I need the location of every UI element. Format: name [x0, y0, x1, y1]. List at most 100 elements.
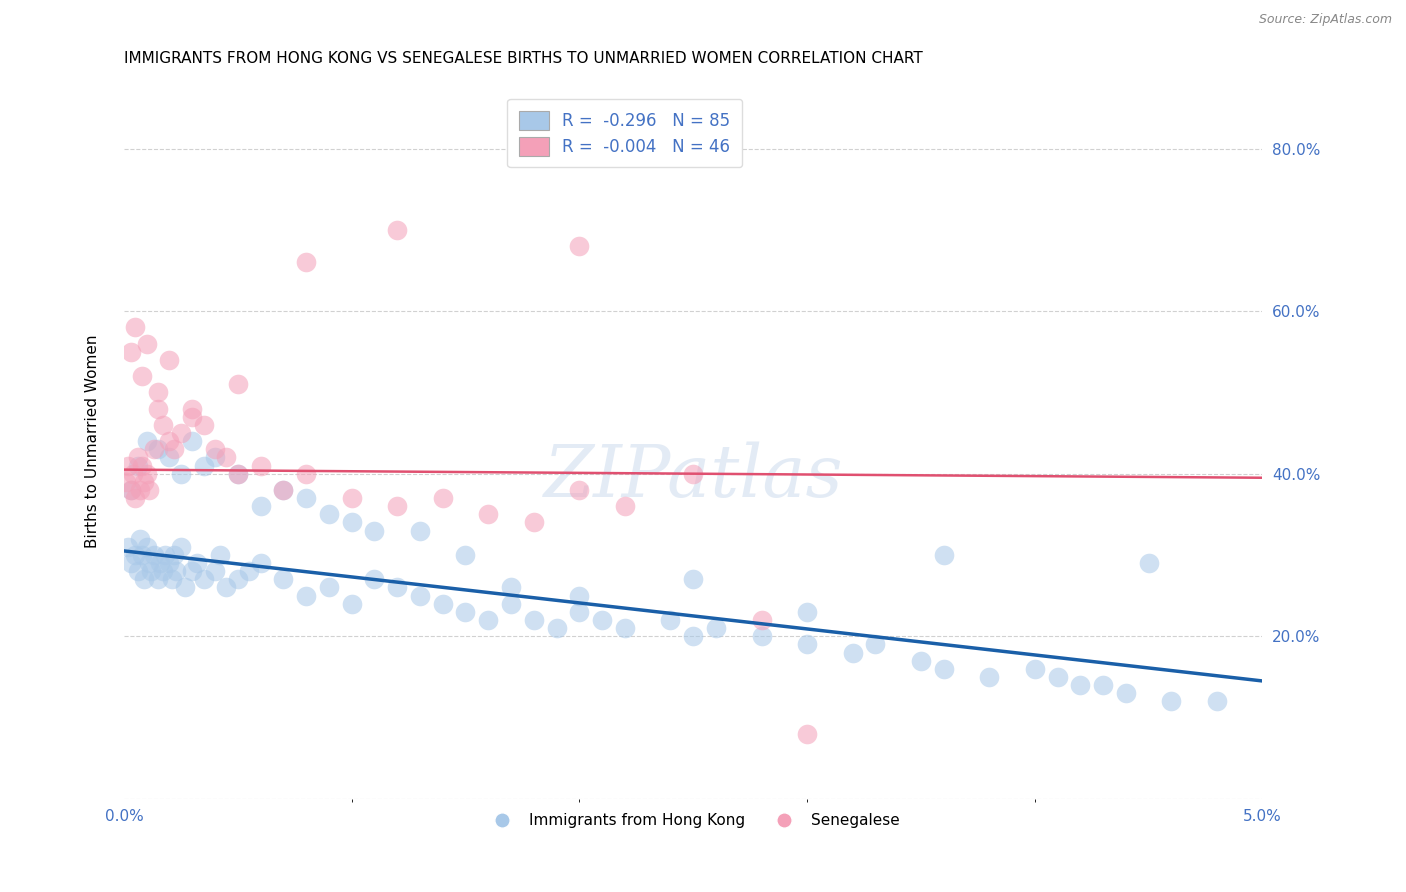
Point	[163, 442, 186, 457]
Point	[134, 475, 156, 489]
Point	[226, 467, 249, 481]
Point	[226, 573, 249, 587]
Point	[932, 548, 955, 562]
Point	[249, 458, 271, 473]
Point	[1046, 670, 1069, 684]
Point	[138, 556, 160, 570]
Point	[146, 401, 169, 416]
Point	[170, 540, 193, 554]
Point	[1160, 694, 1182, 708]
Point	[146, 442, 169, 457]
Point	[841, 646, 863, 660]
Point	[613, 499, 636, 513]
Text: ZIPatlas: ZIPatlas	[543, 442, 844, 512]
Point	[273, 573, 295, 587]
Point	[659, 613, 682, 627]
Point	[142, 548, 165, 562]
Point	[165, 564, 187, 578]
Point	[613, 621, 636, 635]
Point	[120, 483, 142, 497]
Point	[135, 467, 157, 481]
Point	[170, 425, 193, 440]
Point	[215, 581, 238, 595]
Point	[226, 467, 249, 481]
Point	[226, 377, 249, 392]
Point	[1137, 556, 1160, 570]
Point	[295, 467, 318, 481]
Point	[193, 573, 215, 587]
Point	[591, 613, 613, 627]
Point	[979, 670, 1001, 684]
Point	[159, 352, 181, 367]
Point	[159, 450, 181, 465]
Point	[932, 662, 955, 676]
Point	[273, 483, 295, 497]
Point	[477, 613, 499, 627]
Point	[174, 581, 197, 595]
Point	[135, 336, 157, 351]
Point	[1024, 662, 1046, 676]
Point	[568, 605, 591, 619]
Point	[181, 434, 204, 449]
Point	[751, 613, 773, 627]
Point	[295, 255, 318, 269]
Point	[193, 458, 215, 473]
Point	[682, 573, 704, 587]
Point	[295, 589, 318, 603]
Point	[128, 483, 150, 497]
Point	[120, 483, 142, 497]
Point	[238, 564, 260, 578]
Point	[170, 467, 193, 481]
Point	[149, 556, 172, 570]
Point	[363, 524, 385, 538]
Point	[134, 573, 156, 587]
Point	[127, 458, 149, 473]
Point	[910, 654, 932, 668]
Point	[499, 581, 522, 595]
Point	[546, 621, 568, 635]
Point	[796, 605, 818, 619]
Legend: Immigrants from Hong Kong, Senegalese: Immigrants from Hong Kong, Senegalese	[481, 807, 905, 834]
Point	[363, 573, 385, 587]
Point	[409, 524, 432, 538]
Point	[682, 467, 704, 481]
Point	[385, 581, 408, 595]
Point	[181, 564, 204, 578]
Point	[568, 589, 591, 603]
Point	[1069, 678, 1091, 692]
Point	[318, 581, 340, 595]
Point	[568, 239, 591, 253]
Point	[120, 344, 142, 359]
Text: IMMIGRANTS FROM HONG KONG VS SENEGALESE BIRTHS TO UNMARRIED WOMEN CORRELATION CH: IMMIGRANTS FROM HONG KONG VS SENEGALESE …	[124, 51, 922, 66]
Point	[340, 491, 363, 505]
Point	[204, 450, 226, 465]
Point	[1206, 694, 1229, 708]
Point	[208, 548, 231, 562]
Point	[385, 223, 408, 237]
Point	[131, 548, 153, 562]
Point	[385, 499, 408, 513]
Point	[153, 548, 176, 562]
Point	[124, 548, 146, 562]
Text: Source: ZipAtlas.com: Source: ZipAtlas.com	[1258, 13, 1392, 27]
Point	[704, 621, 727, 635]
Point	[181, 409, 204, 424]
Point	[152, 417, 174, 432]
Point	[340, 516, 363, 530]
Point	[523, 516, 546, 530]
Point	[131, 458, 153, 473]
Point	[159, 434, 181, 449]
Point	[204, 564, 226, 578]
Point	[131, 369, 153, 384]
Point	[454, 605, 477, 619]
Point	[1092, 678, 1115, 692]
Point	[124, 491, 146, 505]
Point	[454, 548, 477, 562]
Point	[215, 450, 238, 465]
Point	[193, 417, 215, 432]
Point	[318, 508, 340, 522]
Point	[865, 637, 887, 651]
Point	[751, 629, 773, 643]
Point	[146, 573, 169, 587]
Point	[796, 727, 818, 741]
